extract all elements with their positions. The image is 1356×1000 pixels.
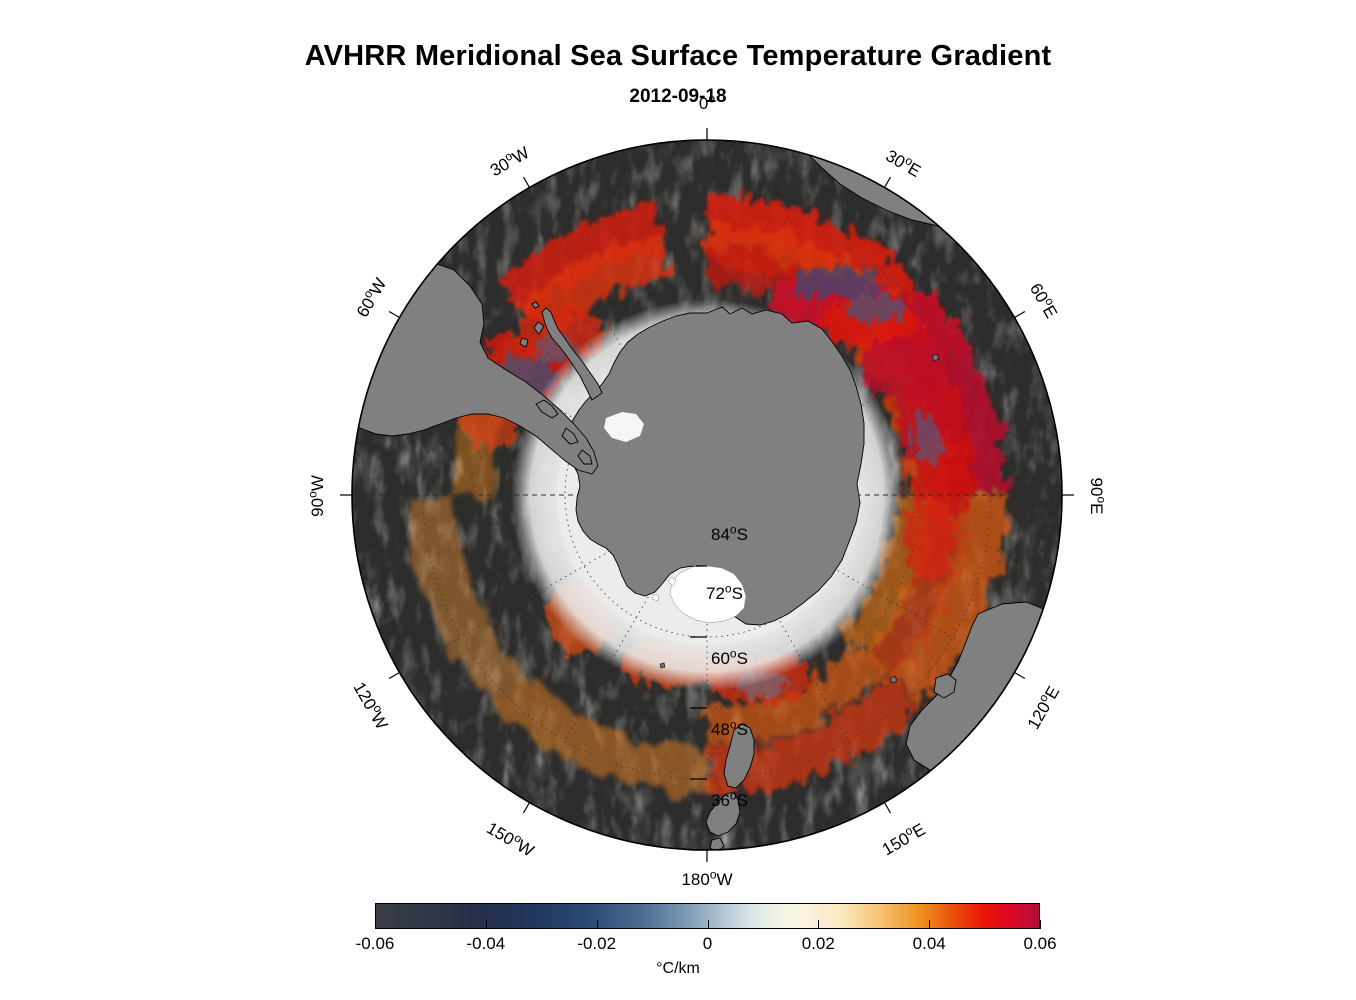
colorbar-tick-label: -0.06: [355, 934, 395, 953]
lat-label-48S: 48oS: [711, 717, 748, 739]
colorbar-tick-label: 0.06: [1023, 934, 1057, 953]
colorbar-tick: [929, 920, 931, 929]
lat-label-84S: 84oS: [711, 522, 748, 544]
ross-ice-shelf: [651, 565, 747, 624]
colorbar-tick: [596, 920, 598, 929]
ronne-ice-shelf: [604, 412, 644, 442]
colorbar-tick: [818, 920, 820, 929]
lon-label-180W: 180oW: [681, 867, 733, 889]
colorbar-tick-label: -0.02: [577, 934, 617, 953]
lat-label-72S: 72oS: [706, 581, 743, 603]
colorbar-tick-label: -0.04: [466, 934, 506, 953]
lon-label-0: 0o: [698, 91, 716, 113]
lat-label-36S: 36oS: [711, 788, 748, 810]
new-zealand-landmass: [705, 723, 755, 850]
subantarctic-islands: [659, 353, 940, 684]
colorbar: -0.06 -0.04 -0.02 0 0.02 0.04 0.06: [356, 903, 1057, 953]
colorbar-tick-label: 0.02: [801, 934, 835, 953]
lon-label-90W: 90oW: [305, 475, 327, 517]
boundary-ticks: [340, 128, 1074, 862]
colorbar-tick: [375, 920, 376, 929]
latitude-ticks: [690, 565, 707, 851]
colorbar-unit-label: °C/km: [656, 960, 700, 977]
colorbar-tick-label: 0.04: [912, 934, 946, 953]
colorbar-tick-label: 0: [702, 934, 713, 953]
antarctica-landmass: [519, 301, 865, 626]
lat-label-60S: 60oS: [711, 646, 748, 668]
figure-subtitle: 2012-09-18: [629, 86, 727, 107]
colorbar-tick: [485, 920, 487, 929]
figure-title: AVHRR Meridional Sea Surface Temperature…: [304, 40, 1052, 72]
polar-map: 0o 30oE 60oE 90oE 120oE 150oE 180oW 150o…: [305, 92, 1108, 889]
polar-map-svg: [340, 128, 1074, 862]
colorbar-tick: [707, 920, 709, 929]
map-data-layer: [352, 140, 1062, 850]
lon-label-90E: 90oE: [1087, 477, 1109, 515]
colorbar-tick: [1040, 920, 1041, 929]
